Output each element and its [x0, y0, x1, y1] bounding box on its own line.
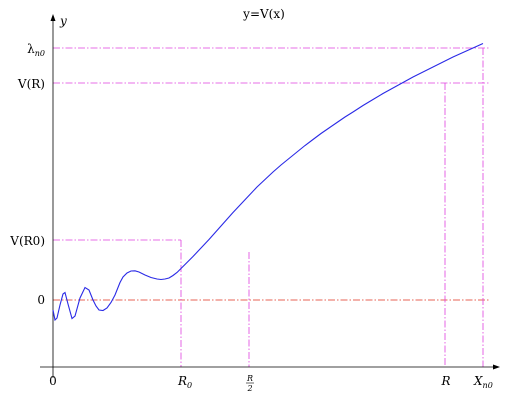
chart-title: y=V(x): [242, 7, 285, 21]
x-tick-r-half-numerator: R: [246, 374, 253, 383]
y-tick-labels: λn0 V(R) V(R0) 0: [9, 42, 45, 307]
y-axis-arrow-icon: [50, 14, 56, 21]
guide-lines: [53, 47, 490, 367]
x-tick-r-half-denominator: 2: [246, 384, 252, 393]
y-tick-vr0: V(R0): [9, 234, 45, 248]
y-axis-label: y: [59, 14, 67, 28]
y-tick-lambda: λn0: [27, 42, 45, 58]
x-tick-r-half: R 2: [246, 374, 254, 393]
y-tick-zero: 0: [37, 293, 45, 307]
y-tick-vr: V(R): [17, 77, 45, 91]
x-tick-r: R: [440, 374, 450, 388]
series-line: [52, 42, 484, 322]
x-tick-labels: R0 R 2 R Xn0: [177, 374, 493, 393]
x-tick-xn0: Xn0: [473, 374, 493, 390]
origin-label: 0: [49, 374, 57, 388]
x-axis-arrow-icon: [493, 364, 500, 370]
x-tick-r0: R0: [177, 374, 192, 390]
axes: [40, 14, 500, 378]
